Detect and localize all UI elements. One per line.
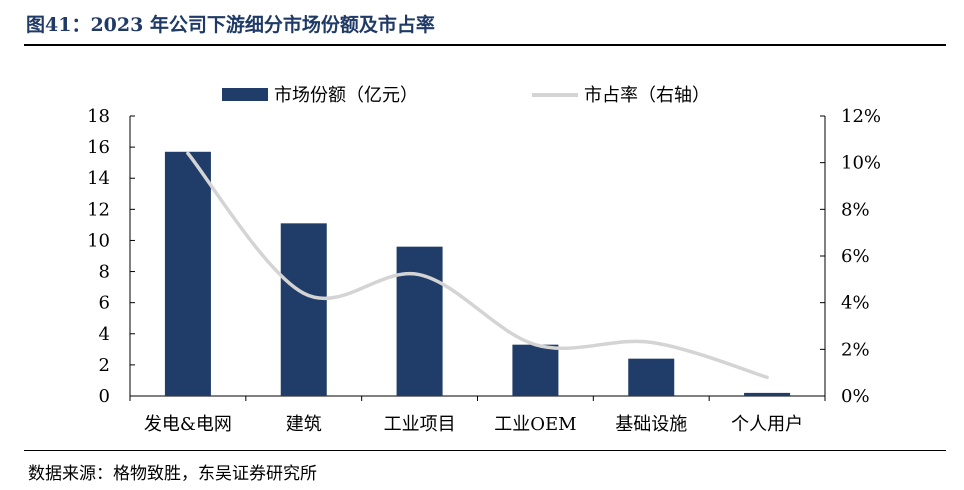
share-line [186,151,769,380]
bottom-rule [24,450,946,451]
source-note: 数据来源：格物致胜，东吴证券研究所 [28,464,317,484]
bar [628,358,675,396]
y-left-tick-label: 10 [87,230,110,251]
y-left-tick-label: 18 [87,106,110,127]
y-left-tick-label: 0 [99,386,110,407]
bar [280,223,327,396]
y-left-tick-label: 16 [87,137,110,158]
top-rule [24,44,946,46]
y-right-tick-label: 8% [841,199,870,220]
y-right-tick-label: 10% [841,153,881,174]
bar [396,246,443,396]
legend-bar-swatch [222,88,268,101]
bar [744,392,791,396]
x-tick-label: 基础设施 [615,414,687,435]
y-left-tick-label: 12 [87,199,110,220]
y-left-tick-label: 8 [99,262,110,283]
x-tick-label: 个人用户 [731,414,803,435]
y-right-tick-label: 2% [841,339,870,360]
y-right-tick-label: 4% [841,293,870,314]
y-left-tick-label: 2 [99,355,110,376]
bar [512,344,559,396]
y-left-tick-label: 14 [87,168,110,189]
y-left-tick-label: 4 [99,324,110,345]
plot-area: 0 2 4 6 8 10 12 14 16 18 0% 2% 4% 6% 8% 10% 12% 发电&电网 建筑 工业… [87,106,881,435]
x-tick-label: 工业项目 [384,414,456,435]
legend-bar-label: 市场份额（亿元） [274,85,418,106]
figure-title: 图41：2023 年公司下游细分市场份额及市占率 [26,14,435,36]
legend-line-label: 市占率（右轴） [584,85,710,106]
x-tick-label: 建筑 [286,414,322,435]
x-tick-label: 工业OEM [494,414,576,435]
legend: 市场份额（亿元） 市占率（右轴） [222,85,710,106]
y-right-tick-label: 0% [841,386,870,407]
x-tick-label: 发电&电网 [144,414,232,435]
y-right-tick-label: 6% [841,246,870,267]
bar [164,151,211,396]
y-left-tick-label: 6 [99,293,110,314]
y-right-tick-label: 12% [841,106,881,127]
